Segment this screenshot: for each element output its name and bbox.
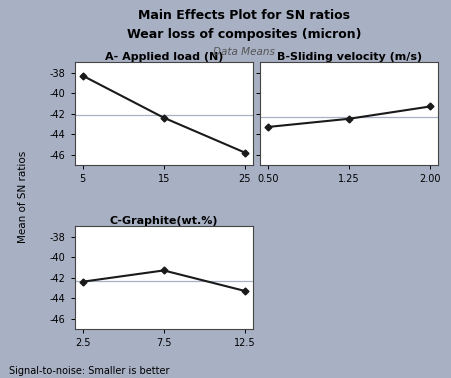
Text: Wear loss of composites (micron): Wear loss of composites (micron): [127, 28, 360, 41]
Title: B-Sliding velocity (m/s): B-Sliding velocity (m/s): [276, 51, 421, 62]
Text: Signal-to-noise: Smaller is better: Signal-to-noise: Smaller is better: [9, 366, 169, 376]
Text: Main Effects Plot for SN ratios: Main Effects Plot for SN ratios: [138, 9, 350, 22]
Text: Data Means: Data Means: [213, 47, 274, 57]
Text: Mean of SN ratios: Mean of SN ratios: [18, 150, 28, 243]
Title: C-Graphite(wt.%): C-Graphite(wt.%): [109, 215, 217, 226]
Title: A- Applied load (N): A- Applied load (N): [104, 51, 222, 62]
